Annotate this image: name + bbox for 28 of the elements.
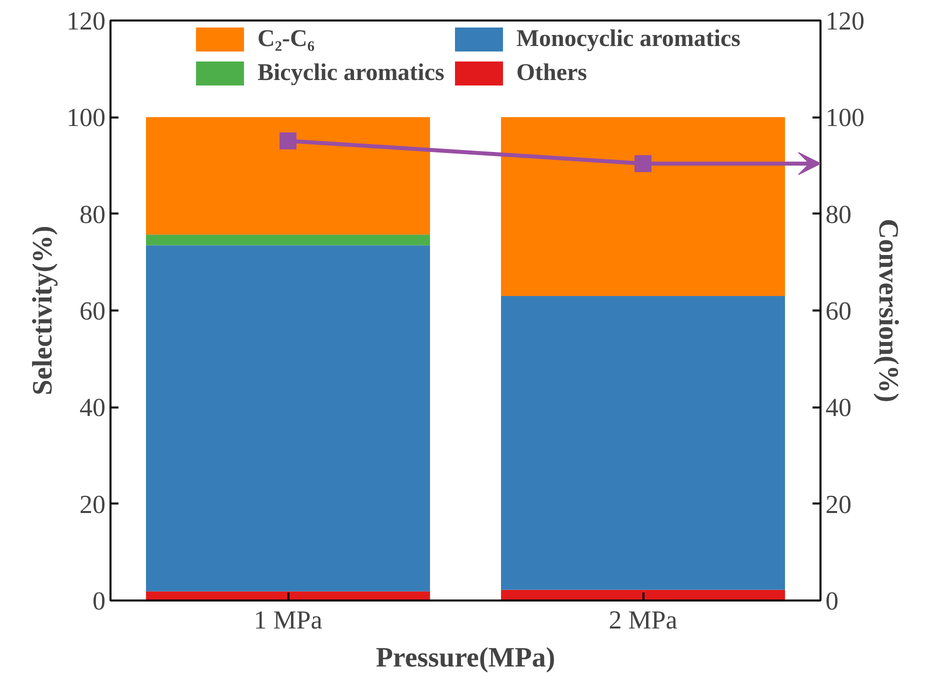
bar xyxy=(501,296,785,590)
y2-axis-title: Conversion(%) xyxy=(872,218,904,402)
y-tick-label: 40 xyxy=(80,393,106,422)
bar xyxy=(146,234,430,246)
y2-tick-label: 80 xyxy=(826,200,852,229)
y2-tick-label: 60 xyxy=(826,296,852,326)
bar xyxy=(146,245,430,592)
y2-tick-label: 40 xyxy=(826,393,852,422)
legend-label: Monocyclic aromatics xyxy=(516,26,740,52)
y-tick-label: 100 xyxy=(66,103,106,132)
y2-tick-label: 120 xyxy=(826,6,864,36)
legend-label: C₂-C₆ xyxy=(258,26,315,52)
y-tick-label: 120 xyxy=(66,6,106,36)
legend-label: Bicyclic aromatics xyxy=(258,60,444,86)
y-tick-label: 80 xyxy=(80,200,106,229)
y-tick-label: 60 xyxy=(80,296,106,326)
y-tick-label: 0 xyxy=(92,586,106,616)
y-axis-title: Selectivity(%) xyxy=(28,226,58,396)
x-tick-label: 2 MPa xyxy=(608,606,678,634)
legend-label: Others xyxy=(516,60,587,86)
x-axis-title: Pressure(MPa) xyxy=(376,642,556,674)
y2-tick-label: 0 xyxy=(826,586,838,616)
y-tick-label: 20 xyxy=(80,490,106,519)
y2-tick-label: 100 xyxy=(826,103,864,132)
bar xyxy=(146,117,430,235)
y2-tick-label: 20 xyxy=(826,490,852,519)
bar xyxy=(501,117,785,296)
x-tick-label: 1 MPa xyxy=(254,606,323,634)
